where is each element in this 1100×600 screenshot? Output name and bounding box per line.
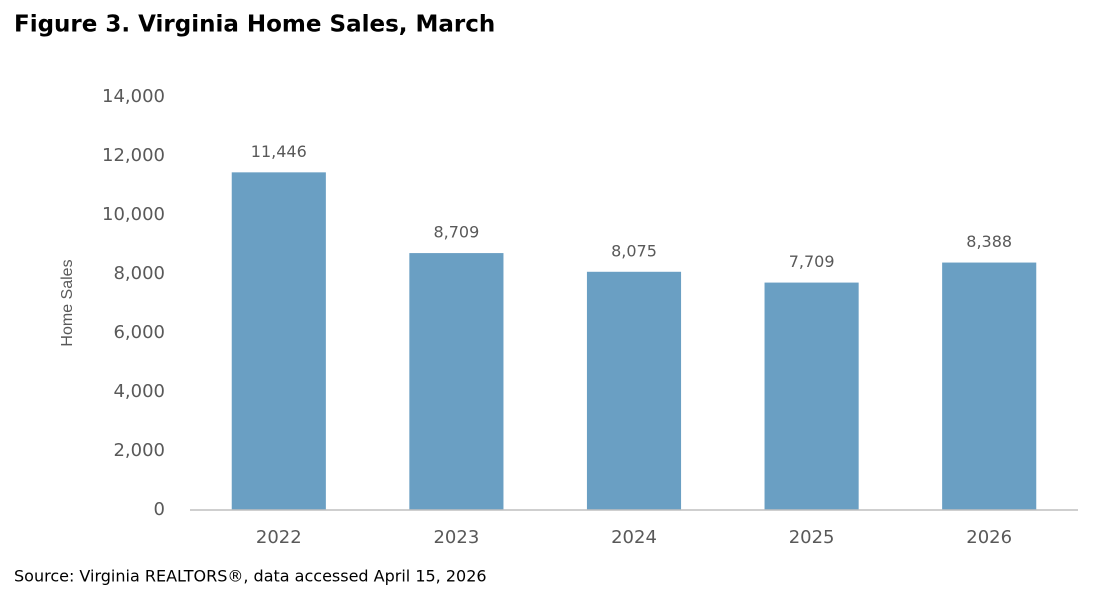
value-label: 8,709: [433, 223, 479, 242]
x-tick-label: 2023: [433, 527, 479, 548]
value-label: 8,075: [611, 241, 657, 260]
y-tick-label: 2,000: [113, 440, 165, 461]
y-tick-label: 12,000: [102, 145, 165, 166]
bar: [764, 282, 859, 510]
value-label: 7,709: [789, 252, 835, 271]
y-tick-label: 0: [154, 499, 165, 520]
bar: [409, 253, 504, 510]
y-tick-label: 6,000: [113, 322, 165, 343]
value-label: 8,388: [966, 232, 1012, 251]
source-note: Source: Virginia REALTORS®, data accesse…: [14, 567, 487, 586]
bar: [942, 262, 1037, 510]
y-tick-label: 10,000: [102, 204, 165, 225]
x-tick-label: 2024: [611, 527, 657, 548]
value-label: 11,446: [251, 142, 307, 161]
bar: [586, 271, 682, 510]
chart-title: Figure 3. Virginia Home Sales, March: [14, 12, 495, 38]
bar: [231, 172, 326, 510]
y-tick-label: 8,000: [113, 263, 165, 284]
y-tick-label: 14,000: [102, 86, 165, 107]
x-tick-label: 2025: [789, 527, 835, 548]
x-tick-label: 2022: [256, 527, 302, 548]
y-tick-label: 4,000: [113, 381, 165, 402]
y-axis-label: Home Sales: [59, 259, 76, 346]
x-tick-label: 2026: [966, 527, 1012, 548]
